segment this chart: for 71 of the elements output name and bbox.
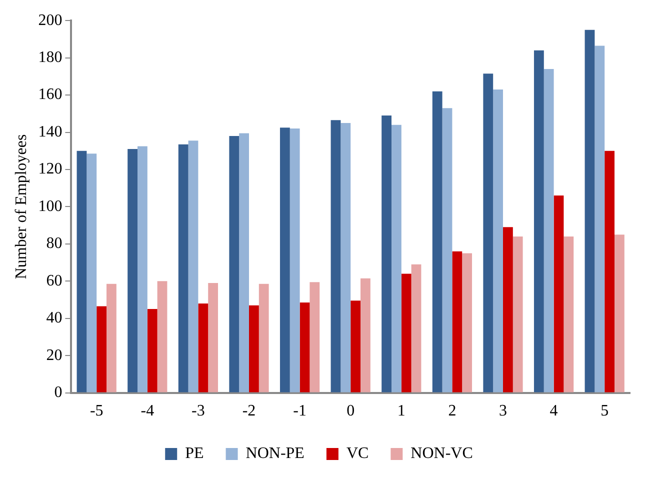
bar bbox=[614, 234, 624, 392]
bar bbox=[208, 283, 218, 392]
bar bbox=[340, 122, 351, 392]
legend-label: NON-VC bbox=[410, 445, 473, 462]
x-tick-label: -5 bbox=[90, 402, 104, 420]
legend-label: PE bbox=[185, 445, 204, 462]
y-tick-label: 60 bbox=[46, 272, 62, 290]
bar bbox=[382, 116, 392, 392]
y-tick-label: 180 bbox=[38, 49, 62, 66]
bar bbox=[76, 150, 87, 392]
bar bbox=[401, 274, 412, 392]
bar bbox=[178, 144, 188, 392]
bar bbox=[512, 236, 523, 392]
x-tick-label: 3 bbox=[499, 402, 507, 420]
bar bbox=[249, 305, 259, 392]
bar bbox=[452, 251, 462, 392]
bar bbox=[594, 46, 605, 392]
bar bbox=[86, 154, 97, 392]
y-tick-label: 160 bbox=[38, 86, 62, 104]
bar bbox=[360, 278, 370, 392]
x-tick-label: 1 bbox=[397, 402, 406, 420]
x-tick-label: 4 bbox=[550, 402, 558, 420]
y-tick-label: 120 bbox=[38, 160, 62, 178]
x-tick-label: -2 bbox=[242, 402, 256, 420]
x-tick-label: 0 bbox=[346, 402, 355, 420]
bar bbox=[604, 150, 615, 392]
bar bbox=[239, 133, 249, 392]
x-tick-label: -1 bbox=[293, 402, 306, 420]
y-tick-label: 140 bbox=[38, 123, 62, 140]
bar bbox=[128, 149, 138, 392]
bar bbox=[432, 91, 442, 392]
bar bbox=[157, 281, 168, 392]
bar bbox=[137, 146, 148, 392]
bar bbox=[290, 128, 300, 392]
x-tick-label: -3 bbox=[192, 402, 205, 420]
bar bbox=[503, 227, 513, 392]
bar bbox=[188, 140, 198, 392]
bar bbox=[544, 68, 554, 392]
y-tick-label: 100 bbox=[38, 198, 62, 215]
bar bbox=[300, 302, 310, 392]
bar bbox=[483, 74, 494, 392]
bar bbox=[584, 30, 595, 392]
bar bbox=[554, 196, 564, 392]
y-tick-label: 0 bbox=[54, 384, 62, 402]
bar bbox=[258, 284, 269, 392]
bar bbox=[96, 306, 107, 392]
legend-label: NON-PE bbox=[246, 445, 304, 462]
bar bbox=[350, 300, 361, 392]
bar bbox=[280, 128, 290, 392]
bar bbox=[391, 124, 402, 392]
bar bbox=[442, 108, 452, 392]
bar bbox=[147, 309, 158, 392]
bar bbox=[462, 253, 472, 392]
bar bbox=[310, 282, 320, 392]
bar bbox=[564, 236, 574, 392]
bar bbox=[198, 303, 208, 392]
y-tick-label: 40 bbox=[46, 310, 62, 327]
x-tick-label: -4 bbox=[140, 402, 154, 420]
y-tick-label: 80 bbox=[46, 235, 62, 252]
x-tick-label: 5 bbox=[600, 402, 609, 420]
legend-label: VC bbox=[346, 445, 369, 462]
y-axis-title: Number of Employees bbox=[12, 134, 30, 280]
bar bbox=[106, 284, 116, 392]
bar bbox=[229, 136, 240, 392]
y-tick-label: 20 bbox=[46, 346, 62, 364]
bar bbox=[534, 50, 544, 392]
bar bbox=[330, 120, 341, 392]
bar bbox=[493, 89, 503, 392]
bar bbox=[411, 264, 422, 392]
x-tick-label: 2 bbox=[448, 402, 456, 420]
y-tick-label: 200 bbox=[38, 12, 62, 29]
